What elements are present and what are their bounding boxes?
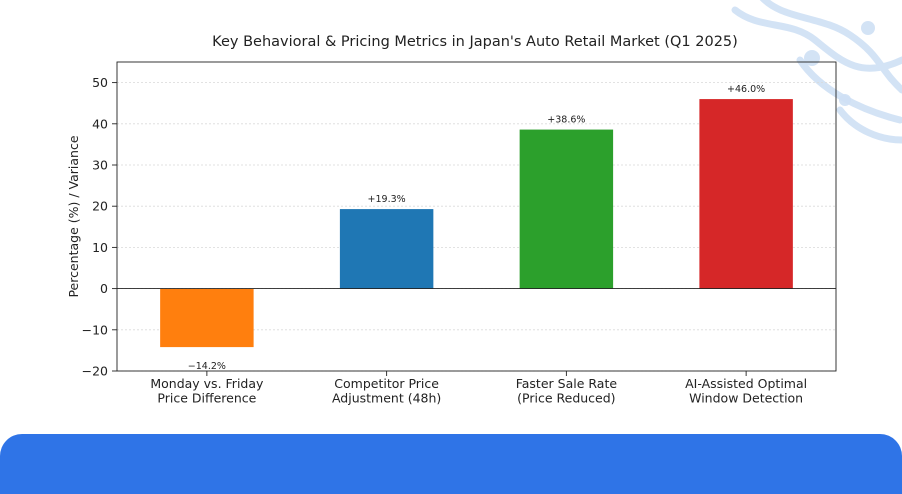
data-label: +19.3% [368, 194, 406, 205]
y-tick-label: 10 [92, 240, 108, 255]
x-tick-label: Monday vs. Friday Price Difference [150, 376, 264, 406]
bars [160, 99, 793, 348]
data-labels: −14.2% +19.3% +38.6% +46.0% [188, 84, 765, 372]
bar [699, 99, 793, 289]
x-tick-label: AI-Assisted Optimal Window Detection [685, 376, 807, 406]
data-label: −14.2% [188, 361, 226, 372]
y-tick-label: −20 [82, 364, 108, 379]
y-tick-label: −10 [82, 322, 108, 337]
data-label: +46.0% [727, 84, 765, 95]
bar [519, 129, 614, 289]
y-axis-label: Percentage (%) / Variance [66, 135, 81, 297]
bar-chart: Key Behavioral & Pricing Metrics in Japa… [66, 34, 837, 406]
plot-frame [116, 61, 837, 372]
bar [160, 288, 254, 348]
x-tick-label: Competitor Price Adjustment (48h) [332, 376, 441, 406]
y-tick-label: 0 [100, 281, 108, 296]
x-axis: Monday vs. Friday Price Difference Competi… [150, 371, 807, 406]
y-tick-label: 30 [92, 158, 108, 173]
chart-title: Key Behavioral & Pricing Metrics in Japa… [212, 34, 738, 50]
y-axis: −20 −10 0 10 20 30 40 50 [82, 75, 117, 379]
y-tick-label: 40 [92, 116, 108, 131]
data-label: +38.6% [547, 115, 585, 126]
bottom-banner [0, 434, 902, 494]
y-tick-label: 20 [92, 199, 108, 214]
y-tick-label: 50 [92, 75, 108, 90]
bar [339, 209, 434, 289]
x-tick-label: Faster Sale Rate (Price Reduced) [516, 376, 618, 406]
